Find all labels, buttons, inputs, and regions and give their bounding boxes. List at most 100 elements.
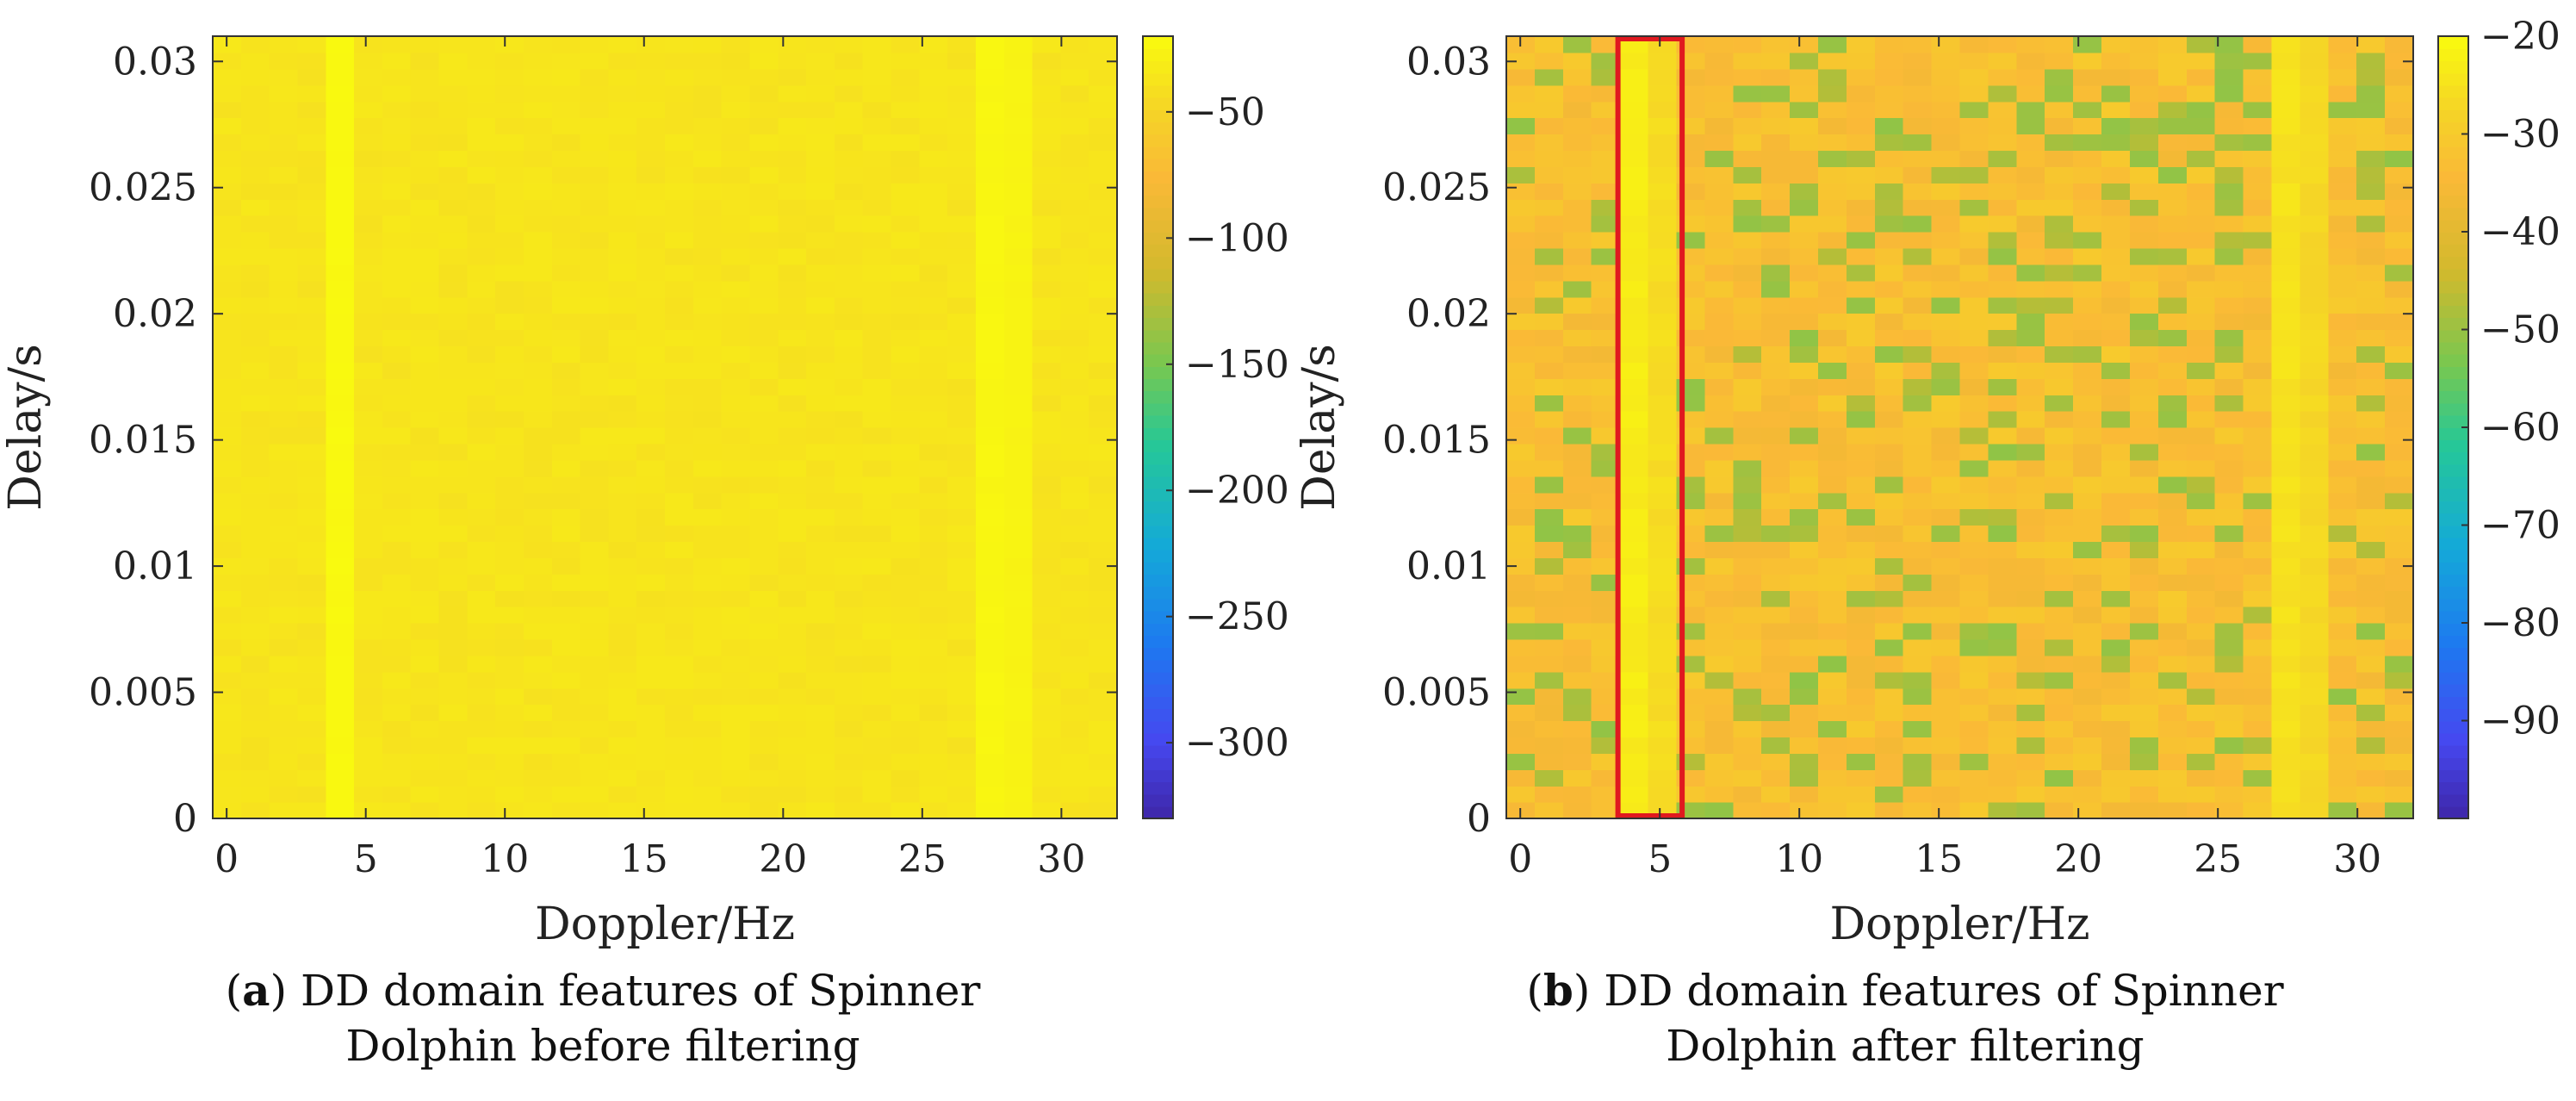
heatmap-cell	[2300, 704, 2329, 722]
heatmap-cell	[213, 786, 242, 803]
heatmap-cell	[1619, 769, 1649, 787]
colorbar-band	[2438, 671, 2468, 685]
heatmap-cell	[2214, 296, 2244, 314]
heatmap-cell	[2243, 525, 2273, 543]
heatmap-cell	[1506, 329, 1536, 347]
heatmap-cell	[692, 101, 723, 119]
heatmap-cell	[2271, 52, 2300, 70]
heatmap-cell	[862, 134, 892, 152]
heatmap-cell	[834, 476, 864, 494]
heatmap-cell	[1032, 476, 1061, 494]
heatmap-cell	[2300, 802, 2329, 819]
heatmap-cell	[240, 737, 270, 754]
heatmap-cell	[2328, 313, 2357, 331]
heatmap-cell	[551, 704, 581, 722]
heatmap-cell	[749, 150, 779, 167]
heatmap-cell	[2214, 492, 2244, 510]
heatmap-cell	[2016, 411, 2045, 428]
heatmap-cell	[778, 459, 807, 477]
heatmap-cell	[438, 638, 468, 656]
heatmap-cell	[721, 101, 751, 119]
heatmap-cell	[1988, 786, 2017, 803]
plot-frame	[1505, 35, 2414, 819]
heatmap-cell	[1931, 183, 1961, 200]
heatmap-cell	[608, 769, 637, 787]
heatmap-cell	[523, 541, 553, 558]
heatmap-cell	[1506, 247, 1536, 265]
heatmap-cell	[2271, 459, 2300, 477]
heatmap-cell	[438, 411, 468, 428]
heatmap-cell	[2157, 476, 2188, 494]
heatmap-cell	[467, 541, 496, 558]
heatmap-cell	[806, 378, 835, 395]
heatmap-cell	[269, 411, 299, 428]
heatmap-cell	[326, 166, 355, 184]
heatmap-cell	[1591, 411, 1621, 428]
colorbar-band	[2438, 623, 2468, 636]
colorbar-band	[2438, 769, 2468, 783]
heatmap-cell	[1959, 313, 1989, 331]
heatmap-cell	[1089, 199, 1118, 216]
heatmap-cell	[1704, 84, 1734, 103]
heatmap-cell	[213, 378, 242, 395]
heatmap-cell	[1903, 134, 1933, 152]
heatmap-cell	[1903, 704, 1933, 722]
heatmap-cell	[749, 395, 779, 412]
heatmap-cell	[1988, 541, 2017, 558]
heatmap-cell	[269, 378, 299, 395]
heatmap-cell	[2101, 786, 2131, 803]
heatmap-cell	[1032, 606, 1061, 624]
heatmap-cell	[269, 247, 299, 265]
heatmap-cell	[891, 101, 920, 119]
heatmap-cell	[2385, 737, 2414, 754]
heatmap-cell	[551, 590, 581, 607]
heatmap-cell	[1562, 459, 1592, 477]
heatmap-cell	[580, 492, 609, 510]
colorbar-band	[1143, 329, 1173, 343]
heatmap-cell	[1761, 280, 1791, 298]
heatmap-cell	[2328, 557, 2357, 575]
heatmap-cell	[1761, 525, 1791, 543]
heatmap-cell	[1619, 737, 1649, 754]
heatmap-cell	[1591, 395, 1621, 412]
heatmap-cell	[1089, 671, 1118, 689]
heatmap-cell	[297, 166, 326, 184]
heatmap-cell	[580, 427, 609, 445]
heatmap-cell	[467, 492, 496, 510]
heatmap-cell	[2243, 638, 2273, 656]
heatmap-cell	[1648, 720, 1678, 738]
heatmap-cell	[665, 411, 694, 428]
heatmap-cell	[2243, 606, 2273, 624]
heatmap-cell	[326, 117, 355, 135]
heatmap-cell	[2157, 590, 2188, 607]
heatmap-cell	[2157, 134, 2188, 152]
heatmap-cell	[269, 52, 299, 70]
heatmap-cell	[438, 52, 468, 70]
heatmap-cell	[354, 443, 383, 461]
heatmap-cell	[1648, 395, 1678, 412]
heatmap-cell	[1988, 84, 2017, 103]
heatmap-cell	[1060, 166, 1089, 184]
heatmap-cell	[2016, 525, 2045, 543]
heatmap-cell	[240, 590, 270, 607]
heatmap-cell	[975, 232, 1005, 249]
heatmap-cell	[2300, 720, 2329, 738]
heatmap-cell	[1817, 395, 1847, 412]
heatmap-cell	[1988, 411, 2017, 428]
heatmap-cell	[523, 476, 553, 494]
heatmap-cell	[1704, 655, 1734, 673]
x-tick-label: 0	[1508, 837, 1532, 881]
heatmap-cell	[665, 623, 694, 640]
heatmap-cell	[438, 476, 468, 494]
heatmap-cell	[2129, 459, 2159, 477]
colorbar-band	[1143, 744, 1173, 758]
heatmap-cell	[1562, 492, 1592, 510]
heatmap-cell	[580, 720, 609, 738]
heatmap-cell	[580, 671, 609, 689]
heatmap-cell	[1761, 687, 1791, 706]
heatmap-cell	[1619, 786, 1649, 803]
heatmap-cell	[1761, 84, 1791, 103]
heatmap-cell	[975, 329, 1005, 347]
heatmap-cell	[326, 395, 355, 412]
heatmap-cell	[467, 313, 496, 331]
